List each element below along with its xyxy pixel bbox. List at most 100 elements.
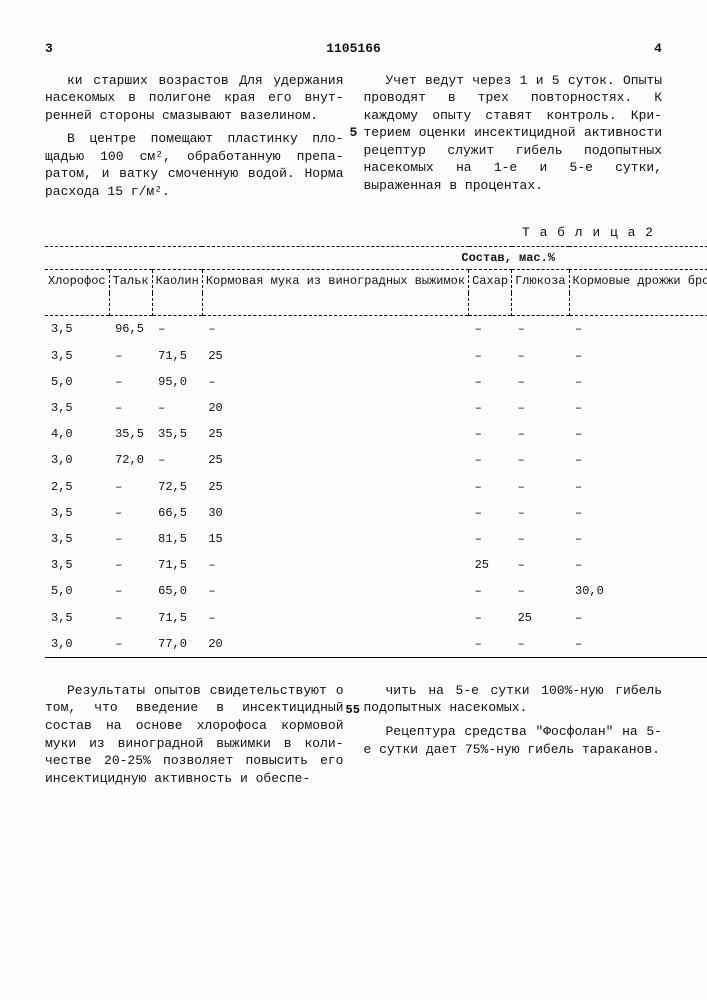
col-sugar: Сахар: [469, 270, 512, 316]
cell: 81,5: [152, 526, 202, 552]
cell: –: [469, 526, 512, 552]
table-row: 3,5–71,525––––82100: [45, 343, 707, 369]
cell: 25: [202, 447, 468, 473]
cell: –: [469, 631, 512, 658]
page-num-left: 3: [45, 40, 53, 58]
cell: –: [512, 316, 569, 342]
cell: –: [469, 369, 512, 395]
cell: 96,5: [109, 316, 152, 342]
cell: 20: [202, 631, 468, 658]
col-yeast: Кормо­вые дрожжи бродиль­ного произ­водс…: [569, 270, 707, 316]
cell: –: [512, 552, 569, 578]
cell: –: [512, 421, 569, 447]
para: чить на 5-е сутки 100%-ную гибель подопы…: [364, 682, 663, 717]
cell: 30,0: [569, 578, 707, 604]
cell: –: [152, 316, 202, 342]
cell: 35,5: [109, 421, 152, 447]
table-row: 3,072,0–25––––82100: [45, 447, 707, 473]
col-talc: Тальк: [109, 270, 152, 316]
cell: –: [109, 395, 152, 421]
cell: 3,0: [45, 447, 109, 473]
cell: –: [512, 395, 569, 421]
col-kaolin: Каолин: [152, 270, 202, 316]
cell: –: [469, 447, 512, 473]
cell: –: [469, 316, 512, 342]
para: Учет ведут через 1 и 5 суток. Опы­ты про…: [364, 72, 663, 195]
cell: 25: [512, 605, 569, 631]
table-row: 3,5–71,5––25––5172: [45, 605, 707, 631]
col-chlorofos: Хлоро­фос: [45, 270, 109, 316]
bottom-text-columns: Результаты опытов свидетельствуют о том,…: [45, 682, 662, 793]
cell: –: [109, 605, 152, 631]
table-row: 5,0–65,0–––30,0–5367: [45, 578, 707, 604]
cell: –: [512, 578, 569, 604]
page-num-right: 4: [654, 40, 662, 58]
cell: –: [109, 552, 152, 578]
top-text-columns: ки старших возрастов Для удержания насек…: [45, 72, 662, 207]
cell: 3,5: [45, 500, 109, 526]
cell: –: [512, 474, 569, 500]
doc-number: 1105166: [326, 40, 381, 58]
table-row: 3,0–77,020––––80100: [45, 631, 707, 658]
cell: –: [569, 395, 707, 421]
cell: –: [469, 421, 512, 447]
cell: –: [109, 500, 152, 526]
cell: 5,0: [45, 578, 109, 604]
cell: –: [512, 369, 569, 395]
cell: –: [109, 369, 152, 395]
top-right-col: Учет ведут через 1 и 5 суток. Опы­ты про…: [364, 72, 663, 207]
table-row: 3,5–71,5–25–––4963: [45, 552, 707, 578]
table-row: 3,5––20–––76,584100: [45, 395, 707, 421]
cell: –: [569, 500, 707, 526]
cell: –: [569, 316, 707, 342]
cell: –: [109, 578, 152, 604]
col-group-composition: Состав, мас.%: [45, 247, 707, 270]
cell: –: [469, 395, 512, 421]
cell: –: [109, 631, 152, 658]
cell: –: [569, 631, 707, 658]
cell: 30: [202, 500, 468, 526]
cell: 2,5: [45, 474, 109, 500]
cell: –: [569, 369, 707, 395]
cell: 25: [202, 474, 468, 500]
cell: 71,5: [152, 605, 202, 631]
cell: 3,5: [45, 343, 109, 369]
table-row: 3,5–66,530––––85100: [45, 500, 707, 526]
para: В центре помещают пластинку пло­щадью 10…: [45, 130, 344, 200]
table-row: 4,035,535,525––––86100: [45, 421, 707, 447]
cell: –: [469, 343, 512, 369]
composition-table: Состав, мас.% Инсектицидная активность,%…: [45, 246, 707, 658]
cell: –: [569, 526, 707, 552]
cell: –: [469, 500, 512, 526]
cell: 3,5: [45, 316, 109, 342]
cell: 4,0: [45, 421, 109, 447]
bottom-right-col: чить на 5-е сутки 100%-ную гибель подопы…: [364, 682, 663, 793]
col-glucose: Глюко­за: [512, 270, 569, 316]
cell: –: [569, 447, 707, 473]
cell: –: [512, 343, 569, 369]
cell: –: [512, 631, 569, 658]
cell: –: [469, 474, 512, 500]
cell: 5,0: [45, 369, 109, 395]
cell: –: [202, 552, 468, 578]
cell: 65,0: [152, 578, 202, 604]
cell: –: [569, 421, 707, 447]
cell: –: [109, 526, 152, 552]
cell: –: [109, 343, 152, 369]
cell: –: [512, 500, 569, 526]
cell: –: [512, 526, 569, 552]
cell: 25: [202, 343, 468, 369]
page-header: 3 1105166 4: [45, 40, 662, 58]
para: Результаты опытов свидетельствуют о том,…: [45, 682, 344, 787]
cell: –: [202, 316, 468, 342]
cell: 66,5: [152, 500, 202, 526]
cell: –: [202, 605, 468, 631]
cell: –: [202, 578, 468, 604]
cell: –: [152, 447, 202, 473]
top-left-col: ки старших возрастов Для удержания насек…: [45, 72, 344, 207]
cell: 3,5: [45, 526, 109, 552]
cell: 72,0: [109, 447, 152, 473]
cell: –: [569, 552, 707, 578]
cell: 25: [469, 552, 512, 578]
cell: –: [469, 578, 512, 604]
